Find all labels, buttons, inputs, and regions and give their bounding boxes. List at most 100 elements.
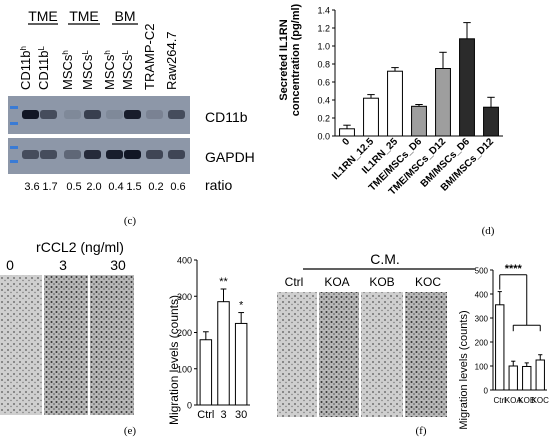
bar [435,68,451,137]
migration-image-3 [44,275,88,415]
y-tick-label: 0.6 [317,78,330,88]
y-tick-label: 0.8 [317,60,330,70]
panel-d-chart: Secreted IL1RN concentration (pg/ml) 0.0… [278,3,503,237]
x-tick-label: 3 [220,409,226,421]
x-tick-label: Ctrl [494,396,507,405]
blot-band [168,110,185,119]
ratio-value: 0.4 [108,181,123,193]
x-tick-label: 0 [340,136,352,148]
bar [535,359,545,391]
panel-f-figure: C.M. Ctrl KOA KOB KOC 0 100 200 300 400 500 C… [277,251,550,437]
y-tick-label: 300 [177,292,192,302]
marker-band [10,146,18,149]
well-image-koc [405,292,447,417]
bar [522,365,532,391]
blot-band [146,110,163,119]
blot-label-gapdh: GAPDH [205,149,255,165]
gapdh-bands [22,150,185,159]
ylabel-line-2: concentration (pg/ml) [290,3,302,116]
group-label-1: TME [28,8,58,24]
marker-band [10,106,18,109]
treatment-label: rCCL2 (ng/ml) [36,240,124,255]
bar [339,128,355,137]
ratio-value: 0.5 [66,181,81,193]
blot-band [84,110,101,119]
panel-f: C.M. Ctrl KOA KOB KOC 0 100 200 300 400 500 C… [275,240,550,440]
dose-label-3: 3 [59,257,67,273]
ylabel-f: Migration levels (counts) [458,310,470,429]
y-tick-label: 200 [475,339,489,348]
panel-label-d: (d) [482,225,495,237]
y-tick-label: 1.4 [317,6,330,16]
dose-label-0: 0 [6,257,14,273]
marker-band [10,160,18,163]
y-tick-label: 500 [475,267,489,276]
x-tick-label: 30 [235,409,247,421]
y-tick-label: 1.0 [317,42,330,52]
well-label-koc: KOC [415,275,441,289]
ratio-value: 0.6 [170,181,185,193]
y-tick-label: 100 [177,364,192,374]
y-tick-label: 0.0 [317,132,330,142]
blot-band [124,150,141,159]
blot-band [64,110,81,119]
well-image-kob [361,292,403,417]
y-tick-label: 0 [187,401,192,411]
bar [387,70,403,137]
panel-label-f: (f) [416,425,427,437]
x-tick-label: KOB [518,396,535,405]
blot-band [146,150,163,159]
lane-label: MSCsL [80,50,95,90]
marker-band [10,122,18,125]
y-tick-label: 400 [177,256,192,266]
panel-e: rCCL2 (ng/ml) 0 3 30 0 100 200 300 400 Ctrl *… [0,239,275,440]
ratio-value: 2.0 [86,181,101,193]
migration-image-0 [0,275,42,415]
ratio-value: 1.5 [126,181,141,193]
y-tick-label: 0.4 [317,96,330,106]
y-tick-label: 200 [177,328,192,338]
blot-band [84,150,101,159]
lane-label: TRAMP-C2 [142,24,157,90]
well-image-koa [319,292,359,417]
group-label-3: BM [115,8,136,24]
y-tick-label: 300 [475,315,489,324]
y-tick-label: 400 [475,291,489,300]
lane-label: MSCsh [102,50,117,90]
y-tick-label: 100 [475,363,489,372]
panel-c: TME TME BM CD11bh CD11bL MSCsh MSCsL MSCsh MS… [0,0,275,230]
bar [508,365,518,391]
cm-label: C.M. [370,251,400,267]
lane-label: Raw264.7 [164,31,179,90]
well-label-kob: KOB [369,275,394,289]
bar [199,339,213,406]
well-image-ctrl [277,292,317,417]
blot-band [40,150,57,159]
bar [217,301,230,406]
panel-e-figure: rCCL2 (ng/ml) 0 3 30 0 100 200 300 400 Ctrl *… [0,239,250,437]
blot-band [106,150,123,159]
ylabel-line-1: Secreted IL1RN [278,19,290,100]
bar [483,106,499,137]
lane-label: CD11bh [18,46,33,90]
significance-mark: **** [505,263,523,275]
blot-label-cd11b: CD11b [205,109,248,125]
well-label-ctrl: Ctrl [285,275,304,289]
y-tick-label: 1.2 [317,24,330,34]
dose-label-30: 30 [110,257,126,273]
panel-label-c: (c) [124,215,137,227]
panel-d: Secreted IL1RN concentration (pg/ml) 0.0… [275,0,550,240]
ratio-value: 0.2 [148,181,163,193]
x-tick-label: Ctrl [197,409,214,421]
ratio-value: 1.7 [42,181,57,193]
x-tick-label: KOC [532,396,550,405]
blot-band [168,150,185,159]
well-label-koa: KOA [324,275,349,289]
ratio-value: 3.6 [24,181,39,193]
y-tick-label: 0 [484,387,489,396]
bar [459,38,475,137]
lane-label: MSCsL [120,50,135,90]
blot-band [22,150,39,159]
group-label-2: TME [69,8,99,24]
